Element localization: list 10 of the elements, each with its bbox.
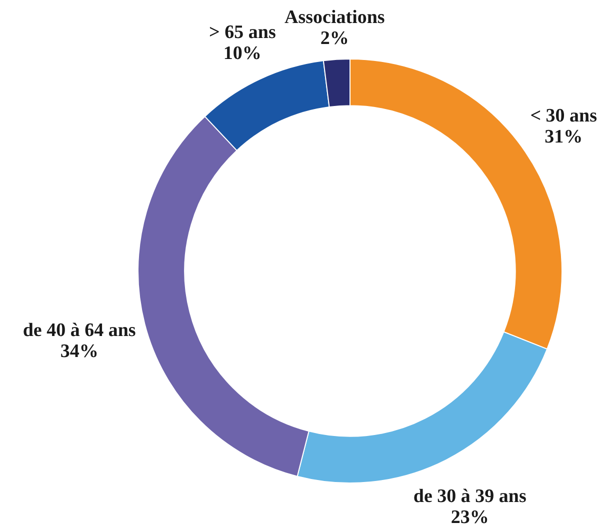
data-label: 10%: [223, 42, 262, 64]
data-label: 23%: [450, 506, 489, 528]
slice-label: Associations: [284, 7, 385, 28]
slice-label: de 30 à 39 ans: [413, 486, 526, 507]
data-label: 31%: [544, 126, 583, 148]
slice-label: < 30 ans: [530, 105, 598, 126]
slice-label: > 65 ans: [209, 22, 276, 43]
slice-label: de 40 à 64 ans: [22, 320, 136, 341]
data-label: 2%: [320, 28, 349, 50]
data-label: 34%: [60, 341, 98, 362]
